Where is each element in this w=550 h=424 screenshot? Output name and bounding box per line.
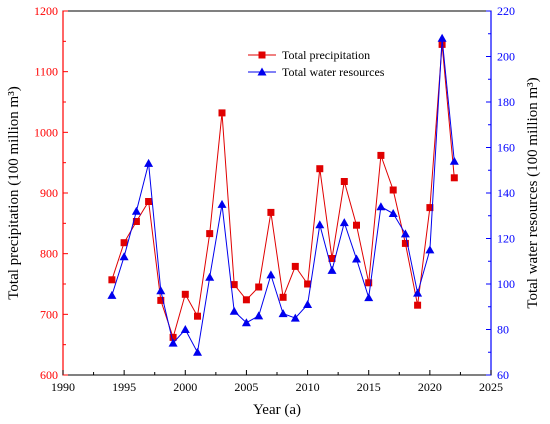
x-tick-label: 2015: [357, 380, 381, 394]
data-point-water-resources: [388, 209, 398, 217]
data-point-precipitation: [230, 281, 238, 289]
data-point-water-resources: [449, 156, 459, 165]
x-tick-label: 1995: [112, 380, 136, 394]
legend-marker-precipitation: [258, 51, 266, 59]
data-point-water-resources: [144, 158, 154, 167]
data-point-water-resources: [156, 286, 166, 295]
data-point-water-resources: [107, 290, 117, 299]
y-right-tick-label: 100: [497, 277, 515, 291]
x-tick-label: 2010: [296, 380, 320, 394]
y-right-tick-label: 80: [497, 323, 509, 337]
y-right-tick-label: 160: [497, 141, 515, 155]
data-point-precipitation: [218, 109, 226, 117]
legend-label-precipitation: Total precipitation: [282, 48, 370, 62]
data-point-water-resources: [339, 218, 349, 227]
y-right-tick-label: 140: [497, 186, 515, 200]
y-right-tick-label: 120: [497, 232, 515, 246]
data-point-water-resources: [352, 254, 361, 263]
y-axis-left-title: Total precipitation (100 million m³): [6, 86, 22, 299]
data-point-precipitation: [377, 151, 385, 159]
data-point-water-resources: [290, 313, 300, 322]
data-point-water-resources: [425, 245, 435, 254]
data-point-precipitation: [291, 262, 299, 270]
data-point-water-resources: [278, 309, 288, 318]
y-left-tick-label: 600: [40, 368, 58, 382]
series-line-water-resources: [111, 38, 455, 354]
data-point-precipitation: [340, 178, 348, 185]
data-point-precipitation: [304, 280, 312, 288]
data-point-precipitation: [169, 333, 177, 341]
data-point-water-resources: [205, 272, 215, 281]
data-point-precipitation: [267, 208, 275, 216]
x-tick-label: 1990: [51, 380, 75, 394]
data-point-precipitation: [426, 204, 434, 212]
plot-frame: [62, 10, 492, 376]
data-point-water-resources: [229, 306, 239, 315]
legend-marker-water-resources: [257, 67, 267, 76]
data-point-precipitation: [255, 283, 263, 291]
x-tick-label: 2020: [418, 380, 442, 394]
y-right-tick-label: 180: [497, 95, 515, 109]
data-point-precipitation: [450, 174, 458, 182]
y-right-tick-label: 200: [497, 50, 515, 64]
data-point-precipitation: [181, 290, 189, 298]
x-axis-title: Year (a): [253, 402, 301, 418]
data-point-water-resources: [254, 311, 264, 320]
data-point-precipitation: [389, 186, 397, 194]
data-point-precipitation: [279, 293, 287, 301]
data-point-precipitation: [414, 301, 422, 309]
y-left-tick-label: 700: [40, 307, 58, 321]
data-point-water-resources: [266, 270, 276, 279]
y-right-tick-label: 60: [497, 368, 509, 382]
legend-label-water-resources: Total water resources: [282, 65, 385, 79]
data-point-precipitation: [120, 239, 128, 247]
data-point-water-resources: [217, 199, 227, 208]
y-left-tick-label: 800: [40, 247, 58, 261]
legend: Total precipitation Total water resource…: [248, 48, 385, 79]
data-point-water-resources: [303, 300, 313, 308]
data-point-water-resources: [437, 33, 447, 42]
y-right-tick-label: 220: [497, 4, 515, 18]
data-point-water-resources: [315, 220, 325, 229]
data-point-precipitation: [132, 218, 140, 225]
data-point-precipitation: [157, 296, 165, 304]
data-point-precipitation: [145, 198, 153, 205]
data-point-precipitation: [316, 165, 324, 173]
data-point-precipitation: [108, 276, 116, 284]
data-point-precipitation: [206, 230, 214, 238]
x-tick-label: 2005: [234, 380, 258, 394]
data-point-precipitation: [194, 312, 201, 320]
data-point-water-resources: [193, 347, 202, 356]
data-point-water-resources: [327, 265, 337, 274]
y-axis-right-title: Total water resources (100 million m³): [525, 77, 541, 308]
data-point-water-resources: [376, 202, 386, 211]
data-point-water-resources: [241, 318, 251, 327]
y-left-tick-label: 1200: [34, 4, 58, 18]
data-point-precipitation: [365, 279, 373, 287]
data-point-water-resources: [168, 338, 178, 347]
data-point-water-resources: [413, 288, 423, 297]
data-point-water-resources: [400, 229, 410, 238]
y-left-tick-label: 1000: [34, 125, 58, 139]
data-point-precipitation: [328, 255, 336, 262]
y-left-tick-label: 1100: [34, 65, 58, 79]
data-point-water-resources: [119, 252, 129, 261]
x-tick-label: 2025: [479, 380, 503, 394]
data-point-precipitation: [242, 296, 250, 304]
x-tick-label: 2000: [173, 380, 197, 394]
y-left-tick-label: 900: [40, 186, 58, 200]
data-point-precipitation: [401, 239, 409, 247]
data-point-precipitation: [353, 221, 360, 229]
data-point-water-resources: [180, 325, 190, 333]
data-point-water-resources: [364, 293, 374, 302]
data-point-water-resources: [131, 206, 141, 215]
